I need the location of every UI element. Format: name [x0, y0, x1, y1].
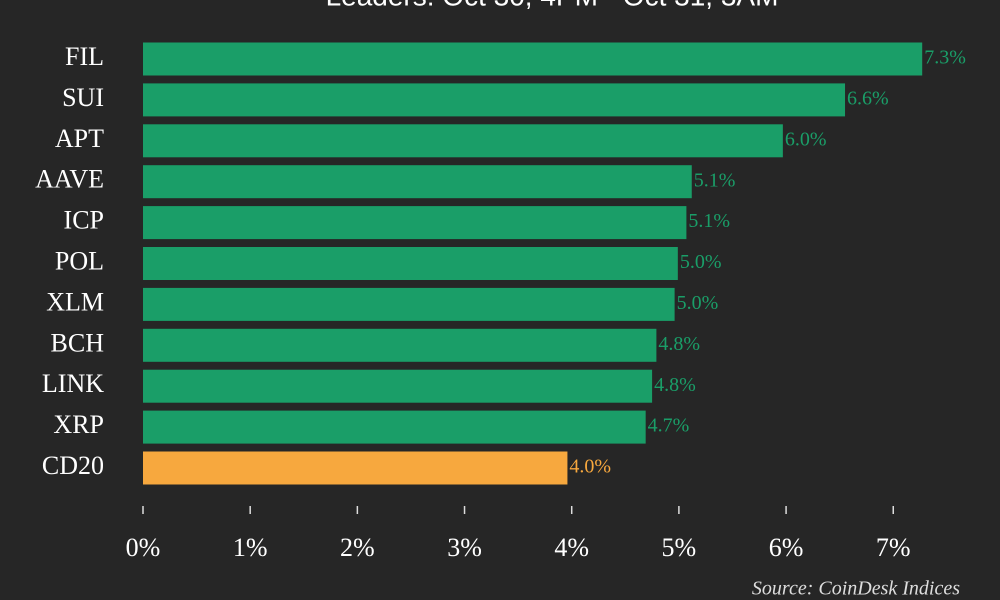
bar — [143, 410, 646, 444]
bar — [143, 42, 923, 76]
bar — [143, 247, 678, 280]
value-label: 5.0% — [680, 251, 722, 273]
y-tick-label: POL — [55, 246, 104, 275]
y-tick-label: ICP — [64, 206, 104, 235]
x-tick-label: 0% — [126, 533, 161, 562]
value-label: 6.6% — [847, 87, 889, 109]
y-tick-label: XLM — [46, 287, 104, 316]
x-tick-label: 3% — [447, 533, 482, 562]
bar — [143, 451, 568, 485]
bar — [143, 124, 783, 158]
y-tick-label: FIL — [65, 42, 104, 71]
y-tick-label: AAVE — [35, 165, 104, 194]
value-label: 5.0% — [677, 292, 719, 314]
bar — [143, 206, 687, 240]
value-label: 7.3% — [924, 47, 966, 69]
chart-title: Leaders: Oct 30, 4PM - Oct 31, 3AM — [326, 0, 779, 11]
x-tick-label: 6% — [769, 533, 804, 562]
bar — [143, 165, 692, 199]
bar — [143, 369, 653, 403]
bar — [143, 287, 675, 321]
value-label: 4.7% — [648, 415, 690, 437]
y-tick-label: CD20 — [42, 451, 104, 480]
value-label: 5.1% — [688, 210, 730, 232]
y-tick-label: LINK — [42, 369, 104, 398]
x-tick-label: 4% — [554, 533, 589, 562]
y-tick-label: SUI — [62, 83, 104, 112]
x-tick-label: 7% — [876, 533, 911, 562]
value-label: 4.8% — [654, 374, 696, 396]
y-tick-label: BCH — [51, 328, 105, 357]
value-label: 4.0% — [569, 456, 611, 478]
value-label: 6.0% — [785, 128, 827, 150]
x-tick-label: 2% — [340, 533, 375, 562]
bar — [143, 83, 846, 117]
y-tick-label: APT — [55, 124, 104, 153]
x-tick-label: 5% — [662, 533, 697, 562]
value-label: 5.1% — [694, 169, 736, 191]
bar — [143, 328, 657, 362]
y-tick-label: XRP — [53, 410, 104, 439]
source-note: Source: CoinDesk Indices — [752, 578, 960, 600]
value-label: 4.8% — [658, 333, 700, 355]
x-tick-label: 1% — [233, 533, 268, 562]
